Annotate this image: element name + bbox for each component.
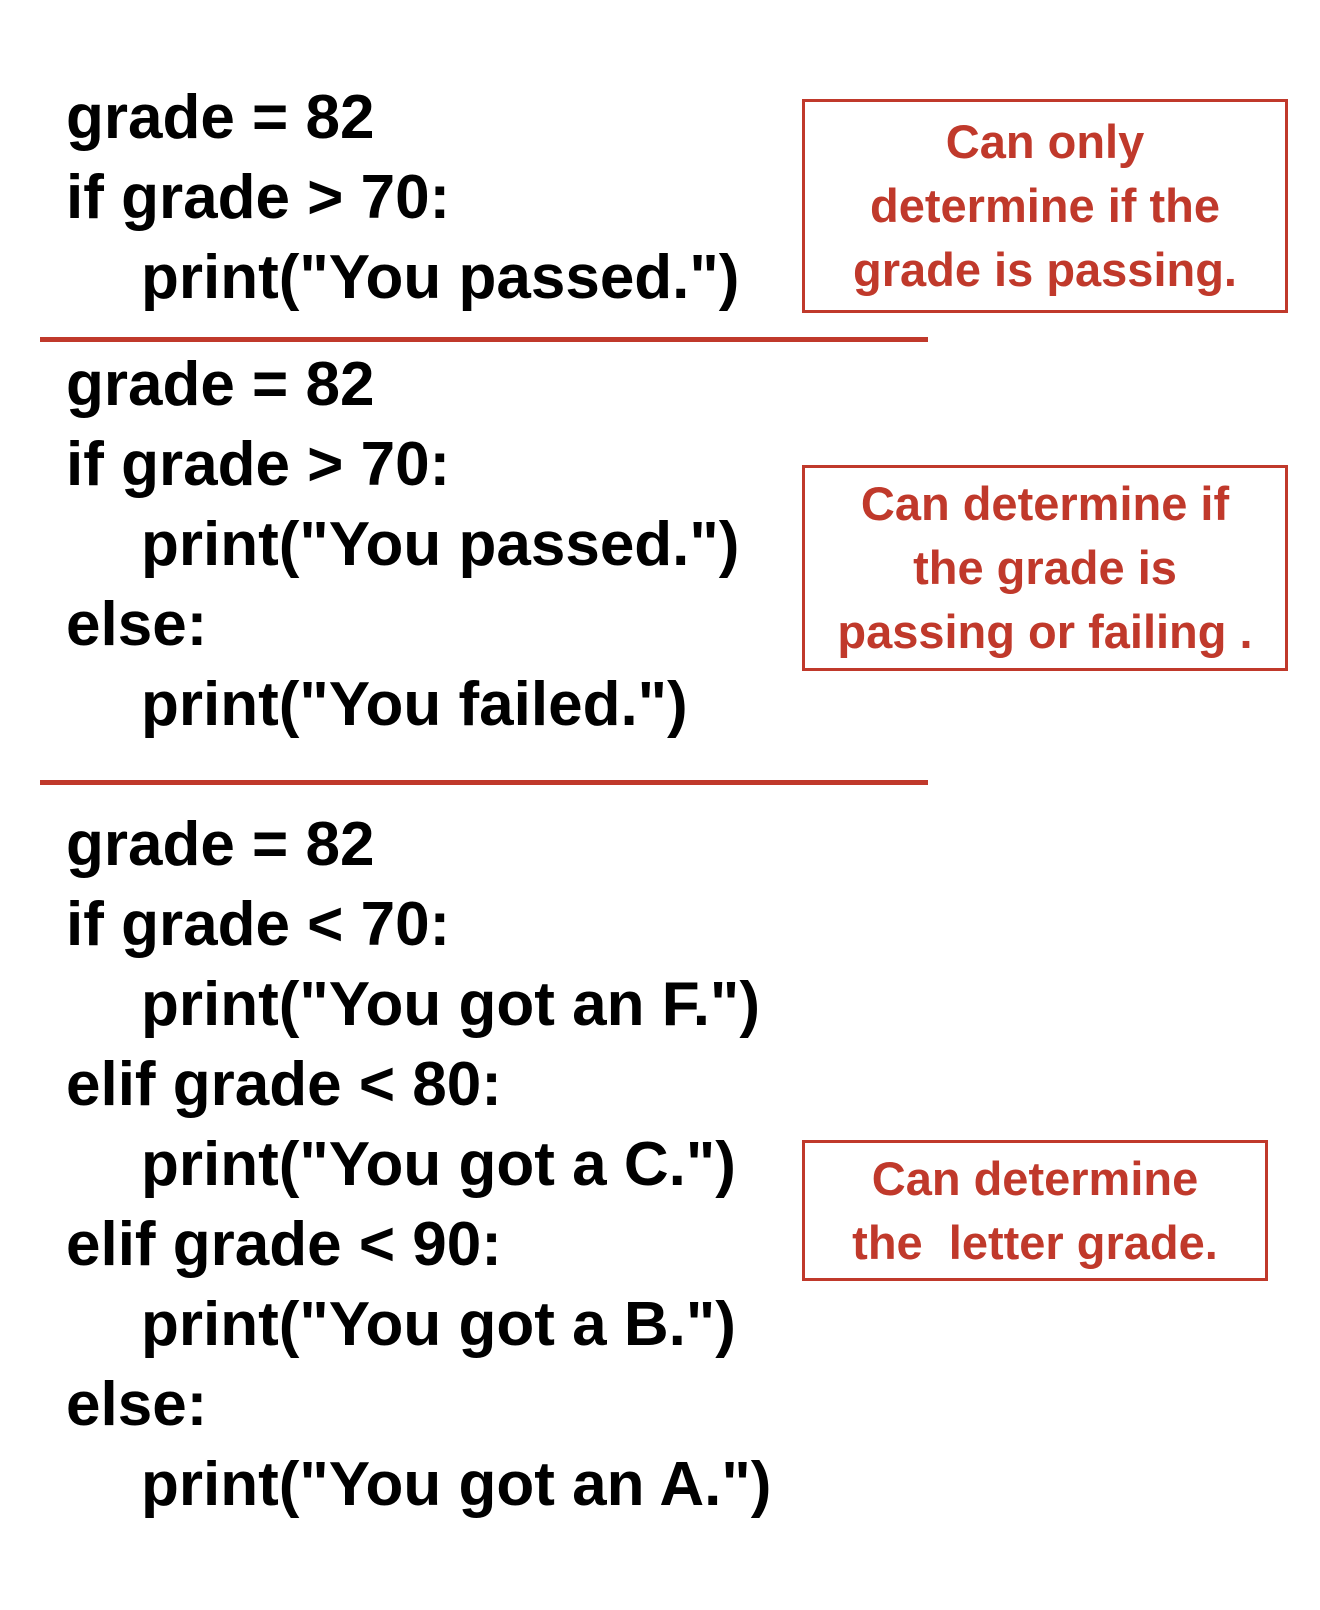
annotation-line: grade is passing.	[853, 243, 1237, 296]
code-line: else:	[66, 590, 208, 659]
code-block-if-elif-else: grade = 82 if grade < 70: print("You got…	[66, 805, 771, 1525]
annotation-line: Can determine if	[860, 477, 1230, 530]
code-line: print("You got an F.")	[141, 970, 760, 1039]
annotation-line: passing or failing .	[837, 605, 1253, 658]
code-line: print("You passed.")	[141, 510, 740, 579]
annotation-box-elif: Can determine the letter grade.	[802, 1140, 1268, 1281]
annotation-line: the grade is	[913, 541, 1177, 594]
code-block-if: grade = 82 if grade > 70: print("You pas…	[66, 78, 739, 318]
code-line: if grade > 70:	[66, 430, 451, 499]
annotation-line: Can only	[945, 115, 1145, 168]
code-line: print("You passed.")	[141, 243, 740, 312]
annotation-line: the letter grade.	[852, 1215, 1218, 1269]
annotation-box-if: Can only determine if the grade is passi…	[802, 99, 1288, 313]
annotation-line: determine if the	[870, 179, 1220, 232]
section-divider	[40, 780, 928, 785]
code-line: grade = 82	[66, 83, 375, 152]
code-line: else:	[66, 1370, 208, 1439]
code-line: if grade > 70:	[66, 163, 451, 232]
code-line: print("You failed.")	[141, 670, 688, 739]
code-line: print("You got an A.")	[141, 1450, 772, 1519]
section-divider	[40, 337, 928, 342]
annotation-box-if-else: Can determine if the grade is passing or…	[802, 465, 1288, 671]
code-line: grade = 82	[66, 810, 375, 879]
code-block-if-else: grade = 82 if grade > 70: print("You pas…	[66, 345, 739, 745]
code-line: elif grade < 90:	[66, 1210, 502, 1279]
code-line: elif grade < 80:	[66, 1050, 502, 1119]
code-line: print("You got a B.")	[141, 1290, 736, 1359]
code-line: if grade < 70:	[66, 890, 451, 959]
annotation-line: Can determine	[871, 1151, 1199, 1205]
code-line: print("You got a C.")	[141, 1130, 736, 1199]
code-line: grade = 82	[66, 350, 375, 419]
